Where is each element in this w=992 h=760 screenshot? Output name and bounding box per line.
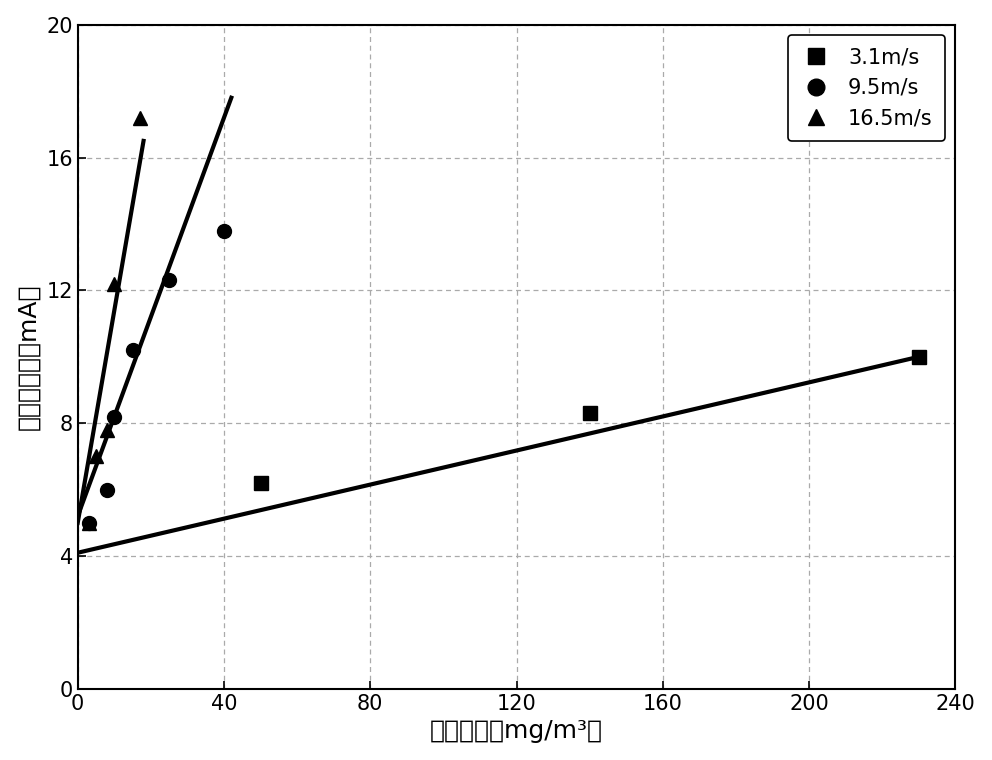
9.5m/s [101, 485, 113, 494]
16.5m/s [90, 452, 102, 461]
3.1m/s [583, 409, 595, 418]
9.5m/s [218, 226, 230, 235]
3.1m/s [913, 352, 925, 361]
Line: 3.1m/s: 3.1m/s [254, 350, 926, 490]
Y-axis label: 电流输出値（mA）: 电流输出値（mA） [17, 283, 41, 430]
16.5m/s [134, 113, 146, 122]
16.5m/s [82, 518, 94, 527]
9.5m/s [108, 412, 120, 421]
16.5m/s [101, 426, 113, 435]
Legend: 3.1m/s, 9.5m/s, 16.5m/s: 3.1m/s, 9.5m/s, 16.5m/s [788, 35, 945, 141]
3.1m/s [255, 479, 267, 488]
9.5m/s [127, 346, 139, 355]
Line: 9.5m/s: 9.5m/s [81, 223, 231, 530]
Line: 16.5m/s: 16.5m/s [81, 111, 147, 530]
9.5m/s [164, 276, 176, 285]
X-axis label: 飞灰浓度（mg/m³）: 飞灰浓度（mg/m³） [431, 719, 603, 743]
9.5m/s [82, 518, 94, 527]
16.5m/s [108, 279, 120, 288]
